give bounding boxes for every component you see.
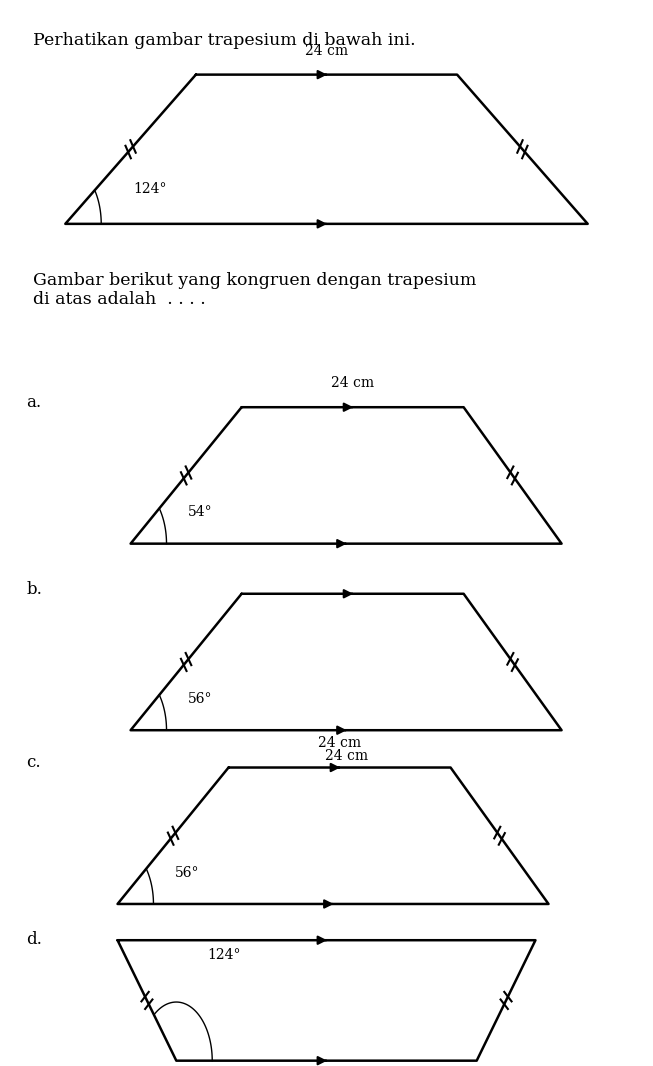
Text: d.: d. bbox=[26, 931, 42, 948]
Text: 24 cm: 24 cm bbox=[325, 749, 368, 763]
Text: 24 cm: 24 cm bbox=[305, 44, 348, 58]
Text: 124°: 124° bbox=[208, 948, 241, 962]
Text: 56°: 56° bbox=[188, 692, 213, 706]
Text: 24 cm: 24 cm bbox=[331, 376, 374, 390]
Text: a.: a. bbox=[26, 394, 41, 411]
Text: 56°: 56° bbox=[175, 866, 200, 879]
Text: Gambar berikut yang kongruen dengan trapesium
di atas adalah  . . . .: Gambar berikut yang kongruen dengan trap… bbox=[33, 272, 476, 308]
Text: c.: c. bbox=[26, 754, 40, 771]
Text: Perhatikan gambar trapesium di bawah ini.: Perhatikan gambar trapesium di bawah ini… bbox=[33, 32, 415, 49]
Text: 124°: 124° bbox=[134, 181, 167, 195]
Text: 54°: 54° bbox=[188, 505, 213, 519]
Text: 24 cm: 24 cm bbox=[318, 737, 361, 750]
Text: b.: b. bbox=[26, 581, 42, 598]
